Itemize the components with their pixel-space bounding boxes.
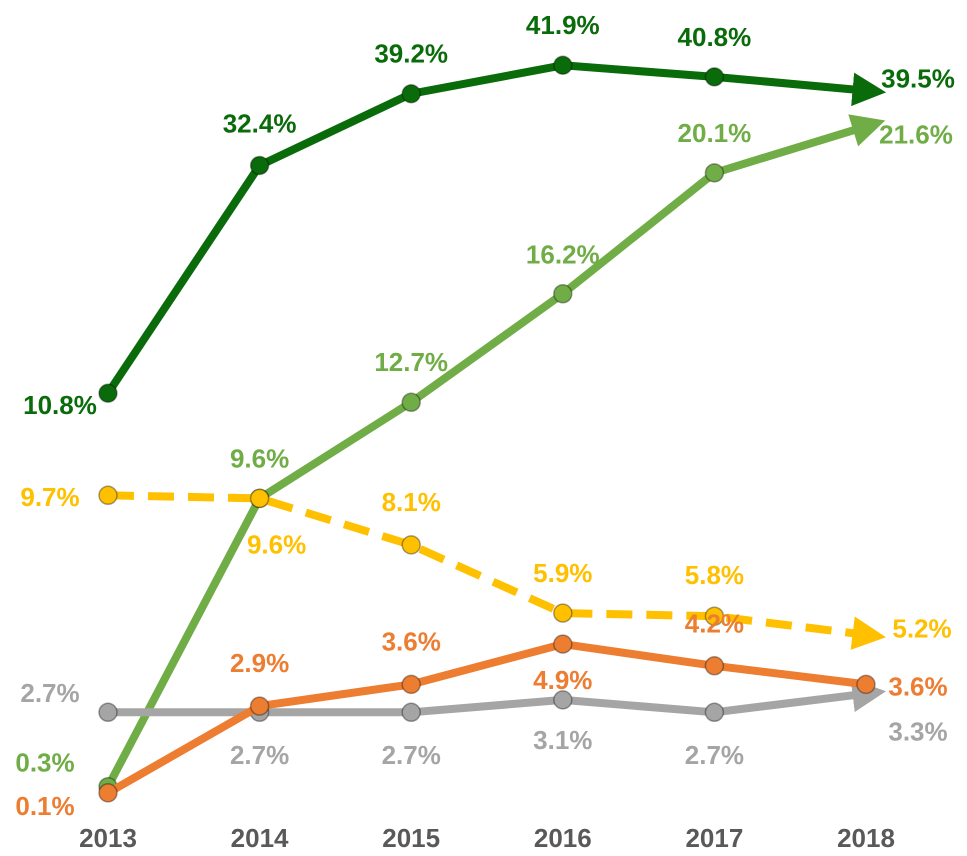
point: [249, 488, 270, 509]
point: [704, 67, 725, 87]
point: [856, 674, 876, 695]
data-label: 5.9%: [533, 558, 592, 588]
point: [553, 634, 573, 654]
point: [704, 163, 725, 183]
x-tick-label: 2014: [231, 823, 289, 853]
point: [98, 485, 118, 506]
point: [401, 674, 421, 695]
data-label: 0.1%: [15, 791, 74, 821]
point: [401, 535, 421, 555]
data-label: 9.6%: [230, 443, 289, 473]
data-label: 5.2%: [892, 614, 951, 644]
data-label: 4.2%: [685, 609, 744, 639]
data-label: 5.8%: [685, 560, 744, 590]
x-tick-label: 2013: [79, 823, 137, 853]
data-label: 16.2%: [526, 240, 600, 270]
series-line: [106, 640, 867, 797]
point: [98, 383, 118, 403]
point: [553, 55, 573, 76]
point: [704, 606, 725, 626]
data-label: 9.7%: [20, 482, 79, 512]
data-label: 3.6%: [382, 626, 441, 656]
x-tick-label: 2015: [382, 823, 440, 853]
data-label: 8.1%: [382, 487, 441, 517]
data-label: 20.1%: [678, 118, 752, 148]
data-label: 41.9%: [526, 10, 600, 40]
series-line: [104, 61, 887, 396]
data-label: 2.7%: [382, 740, 441, 770]
data-label: 32.4%: [223, 108, 297, 138]
data-label: 4.9%: [533, 665, 592, 695]
data-label: 2.7%: [230, 740, 289, 770]
series-line: [104, 114, 886, 789]
data-label: 3.1%: [533, 725, 592, 755]
point: [553, 603, 573, 623]
point: [553, 284, 573, 304]
data-label: 39.2%: [374, 39, 448, 69]
point: [401, 84, 421, 104]
data-label: 3.6%: [888, 671, 947, 701]
x-tick-label: 2017: [685, 823, 743, 853]
data-label: 12.7%: [374, 347, 448, 377]
x-tick-label: 2016: [534, 823, 592, 853]
data-label: 40.8%: [678, 22, 752, 52]
point: [704, 702, 725, 723]
data-label: 39.5%: [881, 63, 955, 93]
point: [704, 656, 725, 676]
point: [98, 783, 118, 803]
data-label: 21.6%: [879, 119, 953, 149]
data-label: 10.8%: [23, 390, 97, 420]
point: [98, 702, 118, 723]
series-line: [107, 491, 887, 650]
point: [401, 392, 421, 413]
data-label: 0.3%: [15, 748, 74, 778]
data-label: 9.6%: [247, 529, 306, 559]
point: [249, 155, 270, 176]
data-label: 2.7%: [20, 678, 79, 708]
point: [401, 702, 421, 723]
x-tick-label: 2018: [837, 823, 895, 853]
data-label: 2.9%: [230, 648, 289, 678]
data-label: 2.7%: [685, 740, 744, 770]
point: [553, 690, 573, 710]
series-line: [108, 678, 887, 717]
point: [249, 696, 270, 716]
data-label: 3.3%: [888, 717, 947, 747]
